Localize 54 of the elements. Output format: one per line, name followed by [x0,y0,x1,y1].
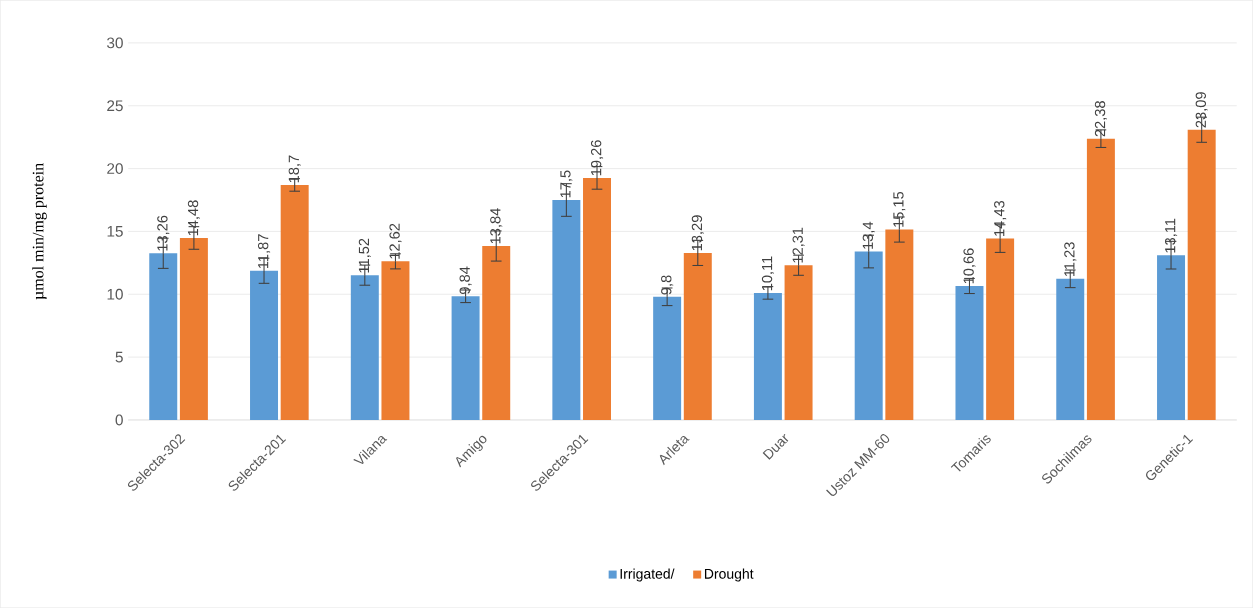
data-label: 9,8 [661,275,674,295]
bar [653,296,682,420]
data-label: 22,38 [1094,101,1107,137]
data-label: 13,29 [691,215,704,251]
bar [784,265,813,420]
bar [1056,278,1085,420]
bar [451,296,480,420]
data-label: 12,62 [389,223,402,259]
bar [280,184,309,420]
bar [854,251,883,420]
data-label: 18,7 [288,155,301,183]
data-label: 17,5 [560,170,573,198]
y-tick-label: 10 [107,288,123,300]
bar [482,245,511,420]
legend-label: Irrigated/ [620,568,675,582]
bar [683,252,712,420]
y-tick-label: 25 [107,100,123,112]
data-label: 19,26 [590,140,604,176]
data-label: 10,66 [963,248,976,284]
bar [583,177,611,420]
y-tick-label: 30 [107,37,123,49]
bar [753,292,782,420]
data-label: 11,87 [257,234,271,269]
y-tick-label: 15 [107,226,123,237]
data-label: 13,11 [1164,218,1178,253]
data-label: 14,48 [187,200,200,236]
bar [955,285,984,420]
y-tick-label: 0 [115,414,123,426]
bar [986,238,1015,420]
bar [381,261,410,420]
data-label: 14,43 [994,200,1007,236]
data-label: 9,84 [459,266,472,294]
bar [149,253,178,420]
data-label: 12,31 [792,227,805,263]
bar [552,199,581,420]
data-label: 15,15 [893,191,906,227]
data-label: 23,09 [1195,92,1208,128]
bar [1157,255,1186,420]
data-label: 13,84 [490,208,503,244]
data-label: 11,52 [358,238,371,273]
bar [350,275,379,420]
data-label: 13,26 [157,215,170,251]
y-axis-title: µmol min/mg protein [32,163,47,300]
bar [179,237,208,420]
data-label: 13,4 [862,221,875,249]
bar [1187,129,1216,420]
bar [885,229,914,420]
bar [250,270,279,420]
y-tick-label: 20 [107,163,123,174]
data-label: 11,23 [1064,242,1077,277]
legend-label: Drought [704,568,754,582]
bar [1086,138,1115,420]
y-tick-label: 5 [115,351,123,363]
data-label: 10,11 [761,256,774,291]
